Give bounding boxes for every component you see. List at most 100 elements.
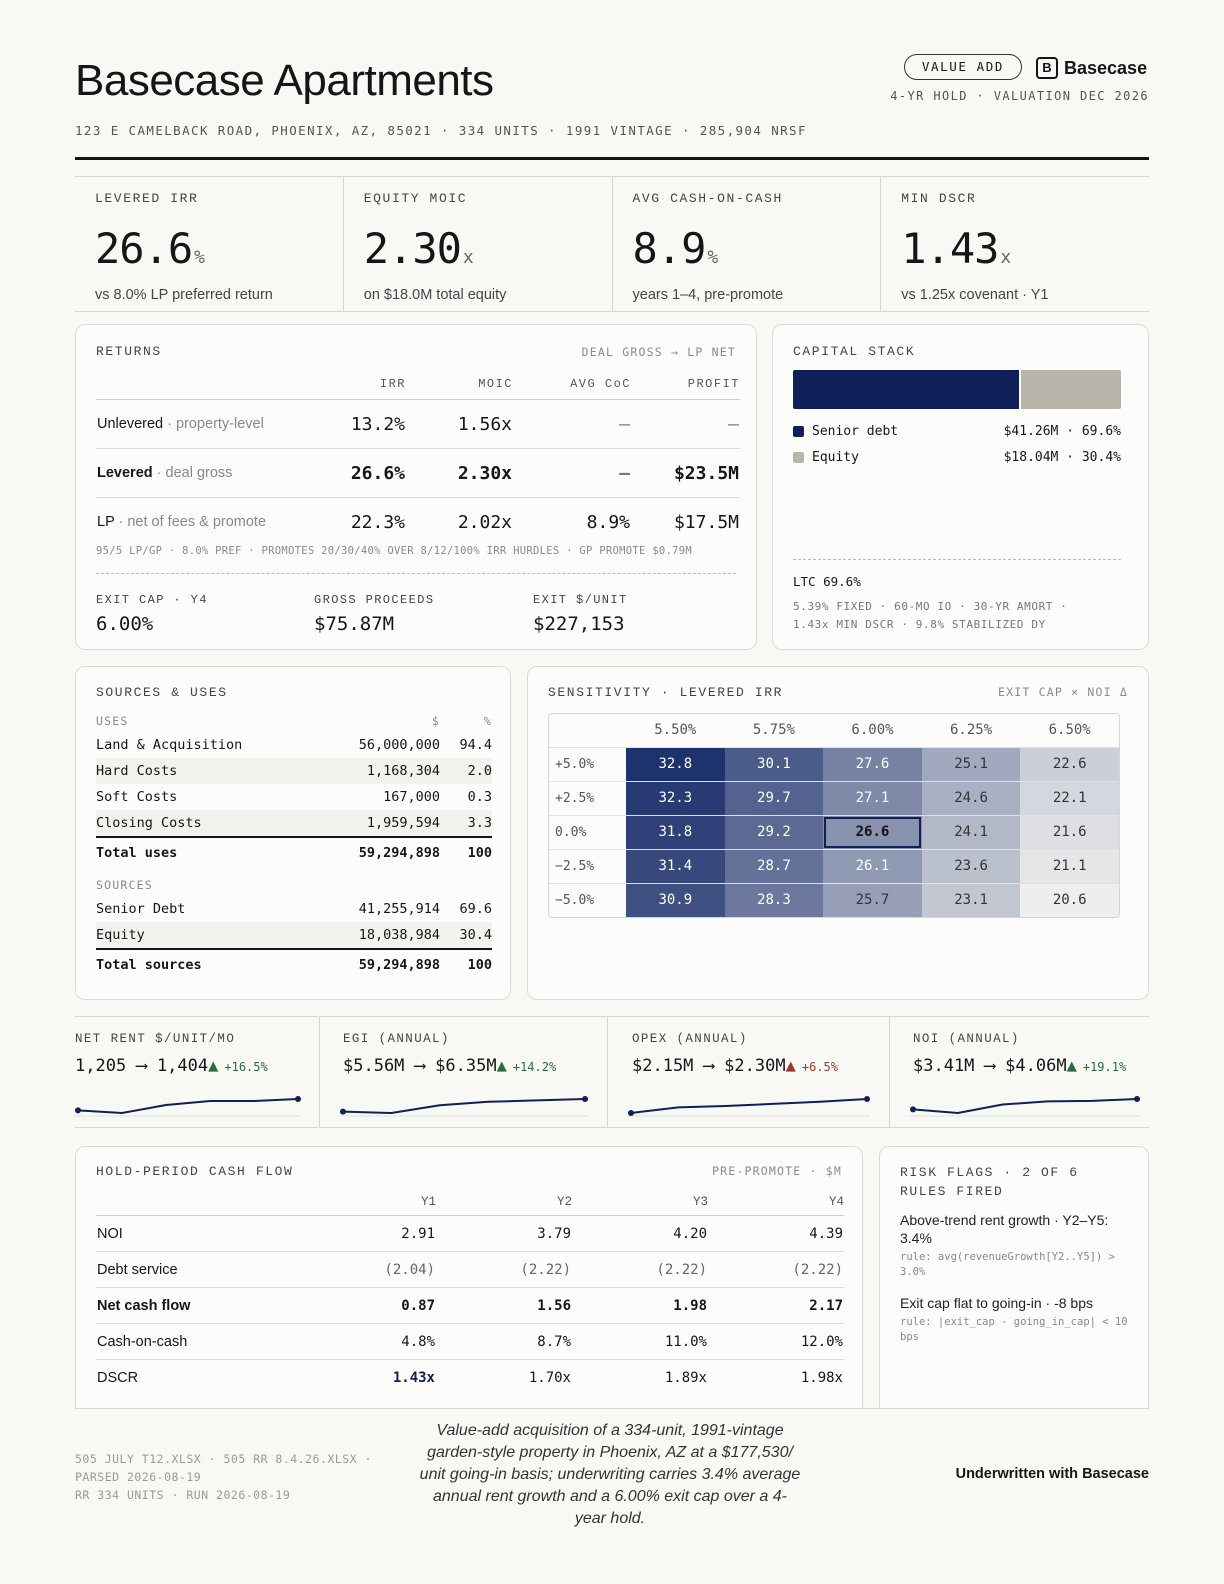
heat-cell[interactable]: 28.7 xyxy=(724,850,824,883)
source-line: PARSED 2026-08-19 xyxy=(75,1470,202,1484)
sparkline xyxy=(910,1096,1140,1117)
cell: 4.39 xyxy=(708,1215,844,1252)
heat-col-header: 5.50% xyxy=(654,722,697,738)
heat-cell[interactable]: 26.6 xyxy=(823,816,922,849)
heat-cell[interactable]: 25.7 xyxy=(823,884,922,917)
equity-segment xyxy=(1021,370,1121,409)
metric-to: $6.35M xyxy=(435,1056,497,1076)
heat-cell[interactable]: 31.8 xyxy=(626,816,725,849)
exit-per-unit: EXIT $/UNIT $227,153 xyxy=(533,593,628,635)
heat-cell[interactable]: 22.1 xyxy=(1020,782,1119,815)
kpi-unit: % xyxy=(707,247,718,268)
metric-label: OPEX (ANNUAL) xyxy=(632,1032,748,1046)
cell-profit: — xyxy=(631,399,740,449)
heat-cell[interactable]: 25.1 xyxy=(921,748,1021,781)
heat-cell[interactable]: 22.6 xyxy=(1020,748,1119,781)
kpi-levered-irr: LEVERED IRR 26.6% vs 8.0% LP preferred r… xyxy=(75,177,344,311)
kpi-unit: x xyxy=(1000,247,1011,268)
returns-toggle[interactable]: DEAL GROSS → LP NET xyxy=(581,345,736,359)
metric-values: $3.41M ⟶ $4.06M▲ +19.1% xyxy=(913,1056,1149,1076)
heat-cell[interactable]: 29.2 xyxy=(724,816,824,849)
sensitivity-card: SENSITIVITY · LEVERED IRR EXIT CAP × NOI… xyxy=(527,666,1149,1000)
uses-table: USES $ % Land & Acquisition 56,000,000 94.… xyxy=(96,710,492,980)
heat-cell[interactable]: 27.6 xyxy=(823,748,922,781)
heat-row: +5.0% 32.8 30.1 27.6 25.1 22.6 xyxy=(549,747,1119,781)
heat-row-label: 0.0% xyxy=(555,825,587,840)
row-name: LP xyxy=(97,514,115,530)
table-row: Debt service (2.04) (2.22) (2.22) (2.22) xyxy=(96,1251,844,1288)
sparkline-line xyxy=(77,1098,299,1115)
heat-cell[interactable]: 30.9 xyxy=(626,884,725,917)
sparkline-end-dot xyxy=(1134,1096,1140,1102)
item-pct: 94.4 xyxy=(459,737,492,753)
heat-row: −2.5% 31.4 28.7 26.1 23.6 21.1 xyxy=(549,849,1119,883)
heat-col-header: 6.50% xyxy=(1048,722,1091,738)
kpi-sub: vs 1.25x covenant · Y1 xyxy=(901,287,1049,303)
cashflow-table: Y1 Y2 Y3 Y4 NOI 2.91 3.79 4.20 4.39 Debt ser… xyxy=(96,1191,844,1395)
source-line: 505 JULY T12.XLSX · 505 RR 8.4.26.XLSX · xyxy=(75,1452,372,1466)
cell: 8.7% xyxy=(436,1323,572,1360)
metric-from: $2.15M xyxy=(632,1056,694,1076)
metric-noi: NOI (ANNUAL) $3.41M ⟶ $4.06M▲ +19.1% xyxy=(889,1016,1149,1128)
list-item: Closing Costs 1,959,594 3.3 xyxy=(96,810,492,836)
kpi-label: EQUITY MOIC xyxy=(363,191,468,206)
metric-label: NET RENT $/UNIT/MO xyxy=(75,1032,236,1046)
brand-name: Basecase xyxy=(1064,57,1148,78)
metric-values: $2.15M ⟶ $2.30M▲ +6.5% xyxy=(632,1056,889,1076)
heat-header-row: 5.50% 5.75% 6.00% 6.25% 6.50% xyxy=(549,714,1119,747)
flag-rule: rule: avg(revenueGrowth[Y2..Y5]) > 3.0% xyxy=(900,1251,1115,1278)
metric-from: $5.56M xyxy=(343,1056,405,1076)
heat-cell[interactable]: 23.1 xyxy=(921,884,1021,917)
sources-total: Total sources 59,294,898 100 xyxy=(96,948,492,980)
kpi-value: 8.9 xyxy=(632,224,707,273)
total-name: Total uses xyxy=(96,845,178,861)
heat-cell[interactable]: 23.6 xyxy=(921,850,1021,883)
sources-header: SOURCES xyxy=(96,874,492,896)
ltc-value: LTC 69.6% xyxy=(793,574,861,589)
heat-cell[interactable]: 20.6 xyxy=(1020,884,1119,917)
triangle-up-icon: ▲ xyxy=(208,1056,219,1076)
sparkline xyxy=(75,1096,301,1117)
heat-cell[interactable]: 26.1 xyxy=(823,850,922,883)
heat-cell[interactable]: 21.6 xyxy=(1020,816,1119,849)
heat-cell[interactable]: 32.3 xyxy=(626,782,725,815)
kpi-label: AVG CASH-ON-CASH xyxy=(632,191,783,206)
heat-cell[interactable]: 24.6 xyxy=(921,782,1021,815)
item-pct: 3.3 xyxy=(467,815,492,831)
heat-col-header: 5.75% xyxy=(752,722,795,738)
cell: 4.8% xyxy=(300,1323,436,1360)
heat-cell[interactable]: 32.8 xyxy=(626,748,725,781)
heat-cell[interactable]: 28.3 xyxy=(724,884,824,917)
row-sub: · net of fees & promote xyxy=(114,514,267,530)
heat-cell[interactable]: 27.1 xyxy=(823,782,922,815)
metric-delta: +16.5% xyxy=(224,1060,268,1074)
item-amount: 1,959,594 xyxy=(366,815,440,831)
metric-delta: +6.5% xyxy=(801,1060,838,1074)
cell: 4.20 xyxy=(572,1215,708,1252)
kpi-min-dscr: MIN DSCR 1.43 x vs 1.25x covenant · Y1 xyxy=(881,177,1149,311)
metric-label: EGI (ANNUAL) xyxy=(343,1032,450,1046)
metric-label: NOI (ANNUAL) xyxy=(913,1032,1020,1046)
kpi-sub: on $18.0M total equity xyxy=(363,287,507,303)
heat-cell[interactable]: 21.1 xyxy=(1020,850,1119,883)
sparkline-start-dot xyxy=(628,1110,634,1116)
debt-swatch-icon xyxy=(793,426,804,437)
heat-cell[interactable]: 24.1 xyxy=(921,816,1021,849)
heat-cell[interactable]: 31.4 xyxy=(626,850,725,883)
legend-equity-value: $18.04M · 30.4% xyxy=(1003,450,1121,465)
cell: 1.56 xyxy=(436,1287,572,1324)
sparkline-line xyxy=(342,1098,586,1115)
debt-terms-2: 1.43x MIN DSCR · 9.8% STABILIZED DY xyxy=(793,618,1046,631)
cell-irr: 26.6% xyxy=(326,448,406,498)
col-year: Y1 xyxy=(300,1191,436,1216)
strategy-badge: VALUE ADD xyxy=(904,54,1022,80)
col-moic: MOIC xyxy=(406,373,513,400)
col-year: Y4 xyxy=(708,1191,844,1216)
table-row: Net cash flow 0.87 1.56 1.98 2.17 xyxy=(96,1287,844,1324)
heat-row: −5.0% 30.9 28.3 25.7 23.1 20.6 xyxy=(549,883,1119,917)
heat-cell[interactable]: 29.7 xyxy=(724,782,824,815)
page-title: Basecase Apartments xyxy=(75,56,494,105)
heat-cell[interactable]: 30.1 xyxy=(724,748,824,781)
table-row: Levered · deal gross 26.6% 2.30x — $23.5… xyxy=(96,448,740,498)
triangle-up-icon: ▲ xyxy=(496,1056,507,1076)
